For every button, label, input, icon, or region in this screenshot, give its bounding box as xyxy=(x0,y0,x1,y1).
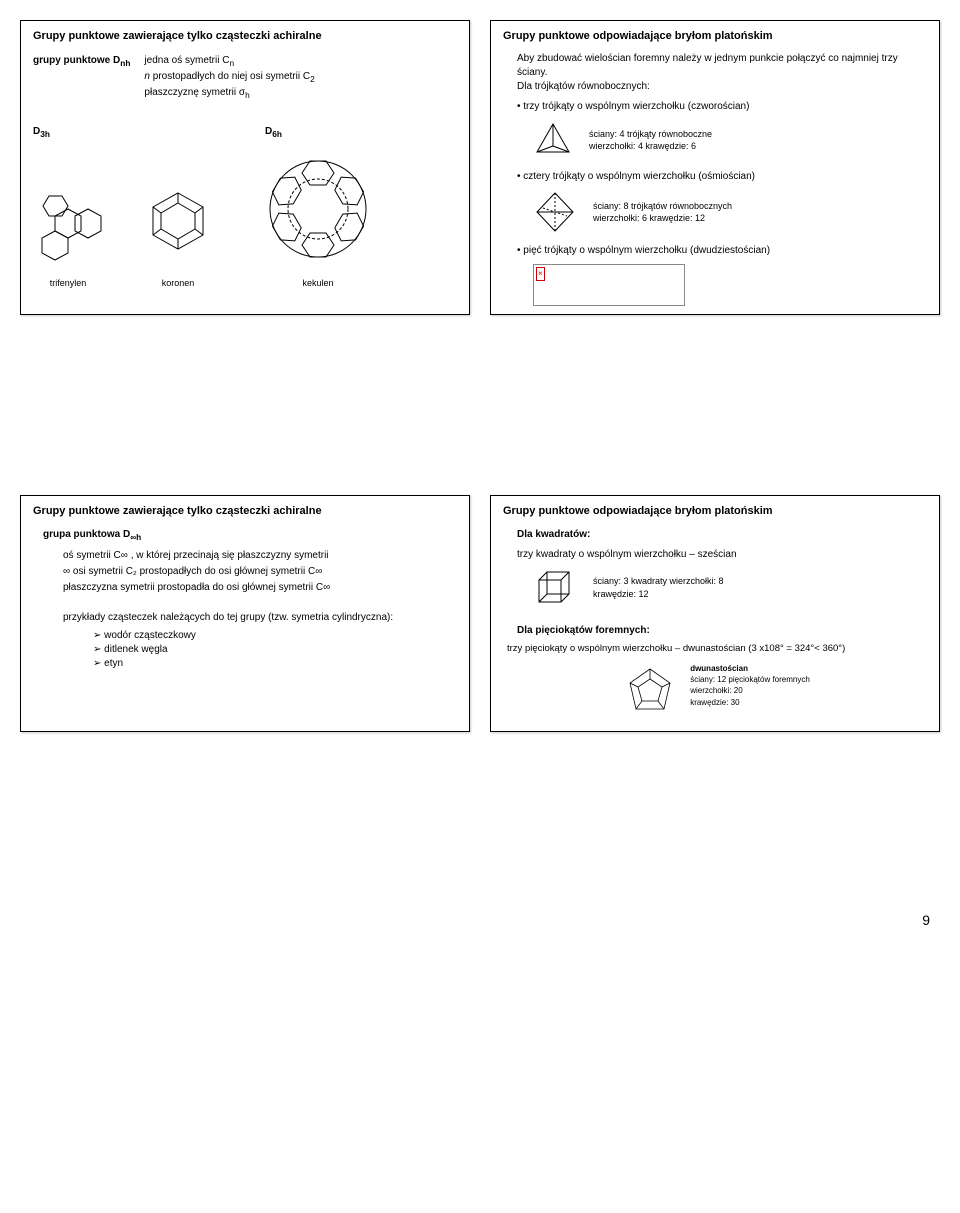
kekulen-icon xyxy=(253,151,383,271)
tetra-info: ściany: 4 trójkąty równoboczne wierzchoł… xyxy=(589,128,712,153)
koronen: koronen xyxy=(133,181,223,290)
defs: oś symetrii C∞ , w której przecinają się… xyxy=(63,549,457,595)
ex-3: etyn xyxy=(93,657,457,671)
cube-info: ściany: 3 kwadraty wierzchołki: 8 krawęd… xyxy=(593,575,724,600)
intro-2: Dla trójkątów równobocznych: xyxy=(517,80,927,94)
examples-title: przykłady cząsteczek należących do tej g… xyxy=(63,611,457,625)
bullet-tetra: trzy trójkąty o wspólnym wierzchołku (cz… xyxy=(517,100,927,114)
kekulen: kekulen xyxy=(253,151,383,290)
trifenylen: trifenylen xyxy=(33,191,103,290)
panel-title: Grupy punktowe zawierające tylko cząstec… xyxy=(33,29,457,44)
bullet-octa: cztery trójkąty o wspólnym wierzchołku (… xyxy=(517,170,927,184)
dodecahedron-icon xyxy=(620,663,680,723)
page-number: 9 xyxy=(20,912,930,928)
cube-icon xyxy=(533,566,577,610)
bullet-icosa: pięć trójkąty o wspólnym wierzchołku (dw… xyxy=(517,244,927,258)
sq-bullet: trzy kwadraty o wspólnym wierzchołku – s… xyxy=(517,548,927,562)
group-label: grupy punktowe Dnh xyxy=(33,54,130,101)
panel-dinh: Grupy punktowe zawierające tylko cząstec… xyxy=(20,495,470,732)
d6h-label: D6h xyxy=(265,125,282,141)
panel-title: Grupy punktowe odpowiadające bryłom plat… xyxy=(503,29,927,44)
ex-1: wodór cząsteczkowy xyxy=(93,629,457,643)
molecule-row: trifenylen koronen xyxy=(33,151,457,290)
dode-info: dwunastościan ściany: 12 pięciokątów for… xyxy=(690,663,810,708)
octa-row: ściany: 8 trójkątów równobocznych wierzc… xyxy=(533,190,927,234)
dode-row: dwunastościan ściany: 12 pięciokątów for… xyxy=(503,663,927,723)
group-label: grupa punktowa D∞h xyxy=(43,528,457,544)
ex-2: ditlenek węgla xyxy=(93,643,457,657)
panel-platonic-tri: Grupy punktowe odpowiadające bryłom plat… xyxy=(490,20,940,315)
panel-dnh: Grupy punktowe zawierające tylko cząstec… xyxy=(20,20,470,315)
panel-platonic-sq: Grupy punktowe odpowiadające bryłom plat… xyxy=(490,495,940,732)
d3h-label: D3h xyxy=(33,125,50,141)
row-1: Grupy punktowe zawierające tylko cząstec… xyxy=(20,20,940,315)
intro-1: Aby zbudować wielościan foremny należy w… xyxy=(517,52,927,80)
row-2: Grupy punktowe zawierające tylko cząstec… xyxy=(20,495,940,732)
tetra-row: ściany: 4 trójkąty równoboczne wierzchoł… xyxy=(533,120,927,160)
panel-title: Grupy punktowe zawierające tylko cząstec… xyxy=(33,504,457,519)
missing-image-box xyxy=(533,264,685,306)
panel-title: Grupy punktowe odpowiadające bryłom plat… xyxy=(503,504,927,519)
axis-defs: jedna oś symetrii Cn n prostopadłych do … xyxy=(144,54,314,101)
sq-title: Dla kwadratów: xyxy=(517,528,927,542)
octahedron-icon xyxy=(533,190,577,234)
tetrahedron-icon xyxy=(533,120,573,160)
octa-info: ściany: 8 trójkątów równobocznych wierzc… xyxy=(593,200,732,225)
trifenylen-icon xyxy=(33,191,103,271)
pent-title: Dla pięciokątów foremnych: xyxy=(517,624,927,638)
koronen-icon xyxy=(133,181,223,271)
cube-row: ściany: 3 kwadraty wierzchołki: 8 krawęd… xyxy=(533,566,927,610)
pent-bullet: trzy pięciokąty o wspólnym wierzchołku –… xyxy=(507,642,927,655)
